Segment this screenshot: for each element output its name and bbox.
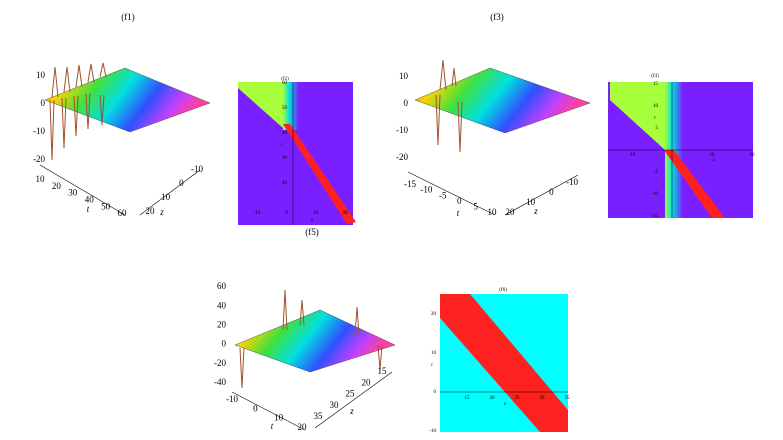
tick-label: 30 (330, 400, 340, 410)
axis-label: t (281, 143, 283, 148)
tick-label: 0 (285, 211, 288, 216)
tick-label: 20 (750, 153, 756, 158)
tick-label: 20 (217, 319, 227, 329)
axis-label: t (87, 204, 90, 214)
tick-label: -10 (566, 177, 578, 187)
axis-label: z (712, 158, 715, 163)
tick-label: -10 (420, 185, 432, 195)
panel-label: (f4) (651, 74, 659, 79)
panel-label: (f6) (499, 288, 507, 293)
tick-label: -10 (191, 164, 203, 174)
tick-label: 30 (540, 396, 546, 401)
tick-label: 25 (346, 389, 356, 399)
density-f6 (440, 294, 568, 432)
tick-label: 20 (506, 207, 516, 217)
axis-label: z (503, 402, 506, 407)
tick-label: 10 (526, 197, 536, 207)
tick-label: 20 (52, 181, 62, 191)
axis-label: z (310, 218, 313, 223)
tick-label: -10 (651, 192, 658, 197)
tick-label: 10 (431, 351, 437, 356)
tick-label: -5 (654, 170, 659, 175)
panel-label: (f2) (281, 77, 289, 82)
tick-label: 15 (378, 366, 388, 376)
surface-f5 (231, 289, 396, 431)
tick-label: 35 (314, 411, 324, 421)
tick-label: -10 (629, 153, 636, 158)
tick-label: 10 (399, 71, 409, 81)
tick-label: 20 (490, 396, 496, 401)
tick-label: 10 (653, 104, 659, 109)
tick-label: 60 (118, 208, 128, 218)
tick-label: 20 (431, 312, 437, 317)
tick-label: 50 (101, 201, 111, 211)
tick-label: 10 (710, 153, 716, 158)
density-f2 (238, 82, 356, 225)
tick-label: 10 (161, 192, 171, 202)
tick-label: 30 (282, 156, 288, 161)
tick-label: 5 (656, 126, 659, 131)
tick-label: 10 (488, 207, 498, 217)
tick-label: 0 (179, 178, 184, 188)
tick-label: 10 (313, 211, 319, 216)
tick-label: -5 (439, 190, 447, 200)
tick-label: 60 (217, 281, 227, 291)
panel-label: (f3) (490, 12, 504, 22)
tick-label: -20 (214, 358, 226, 368)
tick-label: 0 (457, 196, 462, 206)
tick-label: 20 (146, 206, 156, 216)
tick-label: 20 (282, 181, 288, 186)
axis-label: t (457, 208, 460, 218)
axis-label: t (271, 421, 274, 431)
axis-label: z (159, 207, 164, 217)
tick-label: 0 (253, 403, 258, 413)
tick-label: -15 (651, 214, 658, 219)
tick-label: 0 (41, 98, 46, 108)
tick-label: 40 (85, 194, 95, 204)
tick-label: -15 (404, 179, 416, 189)
tick-label: -10 (254, 211, 261, 216)
axis-label: t (654, 116, 656, 121)
tick-label: 20 (343, 211, 349, 216)
tick-label: 50 (282, 106, 288, 111)
tick-label: 40 (282, 131, 288, 136)
tick-label: -10 (396, 125, 408, 135)
axis-label: z (533, 206, 538, 216)
tick-label: 35 (565, 396, 571, 401)
tick-label: 0 (549, 187, 554, 197)
panel-label: (f1) (121, 12, 135, 22)
tick-label: 0 (222, 339, 227, 349)
tick-label: -10 (429, 429, 436, 434)
tick-label: 10 (274, 413, 284, 423)
axis-label: t (431, 363, 433, 368)
tick-label: 10 (36, 174, 46, 184)
tick-label: 0 (404, 98, 409, 108)
tick-label: 0 (434, 390, 437, 395)
tick-label: 15 (653, 82, 659, 87)
tick-label: 15 (465, 396, 471, 401)
tick-label: 20 (298, 422, 308, 432)
tick-label: 60 (282, 81, 288, 86)
density-f4 (608, 82, 753, 218)
tick-label: 30 (68, 188, 78, 198)
panel-label: (f5) (305, 227, 319, 237)
tick-label: 25 (515, 396, 521, 401)
tick-label: -40 (214, 377, 226, 387)
tick-label: -10 (33, 126, 45, 136)
tick-label: -20 (396, 152, 408, 162)
axis-label: z (349, 406, 354, 416)
surface-f3 (407, 59, 591, 216)
tick-label: 5 (473, 201, 478, 211)
tick-label: 40 (217, 300, 227, 310)
tick-label: 20 (362, 377, 372, 387)
tick-label: -20 (33, 154, 45, 164)
tick-label: 10 (36, 70, 46, 80)
surface-f1 (39, 62, 211, 216)
tick-label: -10 (226, 394, 238, 404)
